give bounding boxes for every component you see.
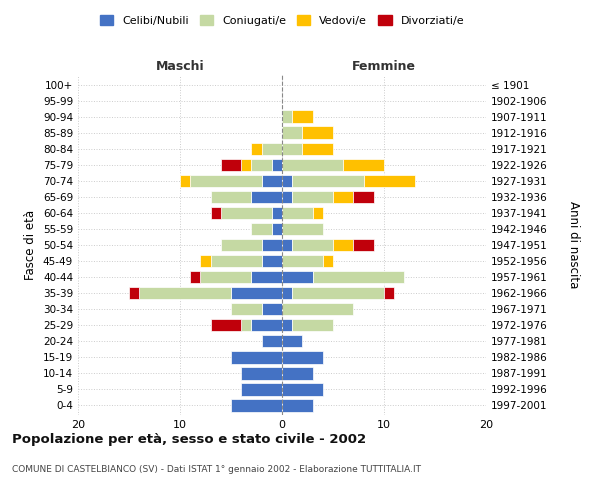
Bar	[282, 319, 292, 332]
Bar	[262, 335, 282, 347]
Bar	[282, 142, 302, 155]
Bar	[313, 206, 323, 219]
Bar	[333, 238, 353, 252]
Bar	[211, 190, 251, 203]
Bar	[282, 335, 302, 347]
Bar	[323, 255, 333, 268]
Bar	[129, 287, 139, 300]
Bar	[241, 367, 282, 380]
Bar	[262, 174, 282, 187]
Bar	[251, 142, 262, 155]
Bar	[251, 190, 282, 203]
Bar	[272, 158, 282, 171]
Bar	[190, 174, 262, 187]
Bar	[364, 174, 415, 187]
Bar	[333, 190, 353, 203]
Bar	[292, 110, 313, 123]
Bar	[343, 158, 384, 171]
Bar	[262, 142, 282, 155]
Text: Popolazione per età, sesso e stato civile - 2002: Popolazione per età, sesso e stato civil…	[12, 432, 366, 446]
Bar	[241, 158, 251, 171]
Bar	[282, 190, 292, 203]
Bar	[282, 110, 292, 123]
Bar	[282, 158, 343, 171]
Bar	[292, 238, 333, 252]
Bar	[282, 399, 313, 411]
Y-axis label: Fasce di età: Fasce di età	[25, 210, 37, 280]
Bar	[251, 158, 272, 171]
Bar	[292, 174, 364, 187]
Bar	[282, 303, 353, 316]
Text: Femmine: Femmine	[352, 60, 416, 73]
Text: Maschi: Maschi	[155, 60, 205, 73]
Bar	[282, 255, 323, 268]
Bar	[200, 255, 211, 268]
Bar	[221, 206, 272, 219]
Bar	[292, 287, 384, 300]
Bar	[272, 222, 282, 235]
Bar	[302, 126, 333, 139]
Bar	[292, 319, 333, 332]
Bar	[211, 319, 241, 332]
Legend: Celibi/Nubili, Coniugati/e, Vedovi/e, Divorziati/e: Celibi/Nubili, Coniugati/e, Vedovi/e, Di…	[95, 10, 469, 30]
Bar	[282, 238, 292, 252]
Bar	[384, 287, 394, 300]
Bar	[251, 271, 282, 283]
Bar	[292, 190, 333, 203]
Bar	[211, 206, 221, 219]
Bar	[353, 238, 374, 252]
Text: COMUNE DI CASTELBIANCO (SV) - Dati ISTAT 1° gennaio 2002 - Elaborazione TUTTITAL: COMUNE DI CASTELBIANCO (SV) - Dati ISTAT…	[12, 466, 421, 474]
Bar	[282, 222, 323, 235]
Bar	[272, 206, 282, 219]
Bar	[231, 351, 282, 364]
Bar	[231, 399, 282, 411]
Bar	[251, 319, 282, 332]
Bar	[211, 255, 262, 268]
Bar	[302, 142, 333, 155]
Bar	[190, 271, 200, 283]
Bar	[262, 255, 282, 268]
Bar	[139, 287, 231, 300]
Bar	[180, 174, 190, 187]
Bar	[262, 238, 282, 252]
Bar	[282, 287, 292, 300]
Bar	[241, 383, 282, 396]
Bar	[282, 351, 323, 364]
Bar	[251, 222, 272, 235]
Bar	[313, 271, 404, 283]
Bar	[282, 206, 313, 219]
Bar	[231, 303, 262, 316]
Bar	[282, 126, 302, 139]
Bar	[262, 303, 282, 316]
Bar	[282, 271, 313, 283]
Bar	[353, 190, 374, 203]
Bar	[221, 158, 241, 171]
Bar	[282, 367, 313, 380]
Y-axis label: Anni di nascita: Anni di nascita	[567, 202, 580, 288]
Bar	[221, 238, 262, 252]
Bar	[241, 319, 251, 332]
Bar	[282, 383, 323, 396]
Bar	[282, 174, 292, 187]
Bar	[200, 271, 251, 283]
Bar	[231, 287, 282, 300]
